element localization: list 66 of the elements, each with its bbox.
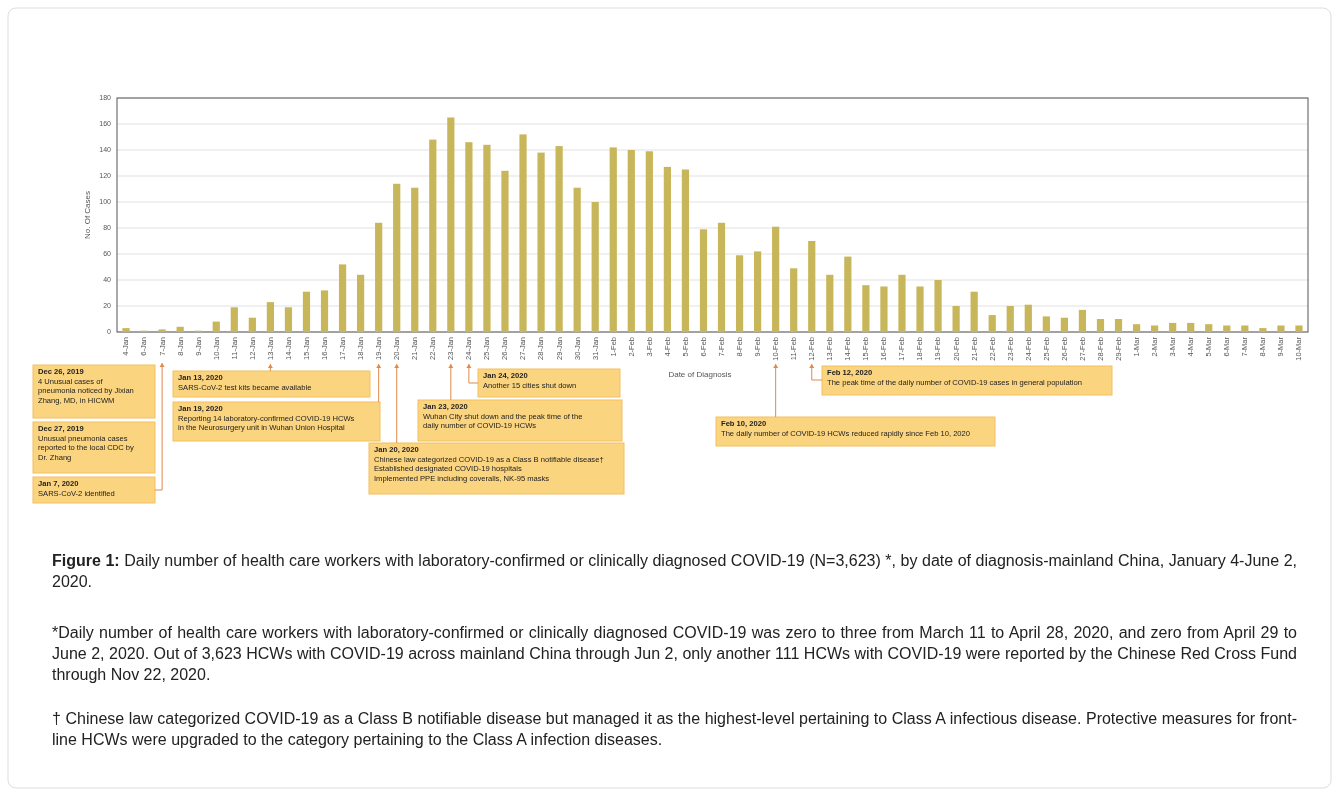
bar — [122, 328, 130, 332]
bar — [357, 274, 365, 332]
text: *Daily number of health care workers with laboratory-confirmed or clinically diagnosed COVID-19 was zero to three from March 11 to April 28, 2020, and zero from April 29 to June 2, 2020. Out of 3,623 HCWs with COVID-19 across mainland China through Jun 2, only another 111 HCWs with COVID-19 were reported by the Chinese Red Cross Fund through Nov 22, 2020. — [52, 624, 1297, 683]
bar — [1042, 316, 1050, 332]
bar — [1078, 309, 1087, 332]
bar — [681, 169, 690, 332]
bar — [1096, 319, 1105, 332]
bar — [447, 117, 455, 332]
bar — [934, 280, 942, 332]
bar — [844, 256, 852, 332]
bar — [537, 152, 545, 332]
bar — [465, 142, 473, 332]
bar — [176, 326, 184, 332]
y-axis-title: No. Of Cases — [83, 190, 92, 240]
bar — [952, 306, 960, 332]
bar — [898, 274, 906, 332]
bar — [862, 285, 870, 332]
bar — [1187, 322, 1195, 332]
bar — [591, 202, 599, 332]
bar — [519, 134, 527, 332]
bar — [393, 183, 401, 332]
bar — [1060, 317, 1068, 332]
bar — [338, 264, 347, 332]
bar — [826, 274, 834, 332]
bar — [772, 226, 780, 332]
bar — [645, 151, 653, 332]
bar — [1295, 325, 1303, 332]
bar — [573, 187, 581, 332]
bar — [699, 229, 708, 332]
bar — [808, 241, 816, 332]
bar — [627, 150, 635, 332]
bar — [248, 317, 256, 332]
bar — [1277, 325, 1285, 332]
bar — [1114, 319, 1123, 332]
bar — [230, 307, 238, 332]
bar — [916, 286, 924, 332]
bar — [609, 147, 617, 332]
bar — [483, 144, 491, 332]
bar — [1006, 306, 1014, 332]
bar — [284, 307, 293, 332]
bar — [212, 321, 220, 332]
bar — [1169, 322, 1177, 332]
bar — [1259, 328, 1267, 332]
bar — [880, 286, 888, 332]
bar — [411, 187, 419, 332]
text: Figure 1: Daily number of health care workers with laboratory-confirmed or clinically diagnosed COVID-19 (N=3,623) *, by date of diagnosis-mainland China, January 4-June 2, 2020. — [52, 552, 1298, 590]
bar — [555, 146, 563, 332]
text: † Chinese law categorized COVID-19 as a Class B notifiable disease but managed it as the highest-level pertaining to Class A infectious disease. Protective measures for front-line HCWs were upgraded to the category pertaining to the Class A infection diseases. — [52, 710, 1297, 748]
x-axis-title: Date of Diagnosis — [668, 370, 732, 379]
bar — [158, 329, 166, 332]
bar — [320, 290, 329, 332]
bar — [501, 170, 509, 332]
bar — [1024, 304, 1032, 332]
bar — [429, 139, 437, 332]
bar — [302, 291, 311, 332]
bar — [735, 255, 744, 332]
bar — [663, 166, 671, 332]
bar — [1132, 324, 1141, 332]
bar — [988, 315, 996, 332]
bar — [790, 268, 798, 332]
bar — [1205, 324, 1213, 332]
bar — [375, 222, 383, 332]
bar — [717, 222, 726, 332]
bar — [754, 251, 762, 332]
bar — [266, 302, 274, 332]
bar — [970, 291, 978, 332]
